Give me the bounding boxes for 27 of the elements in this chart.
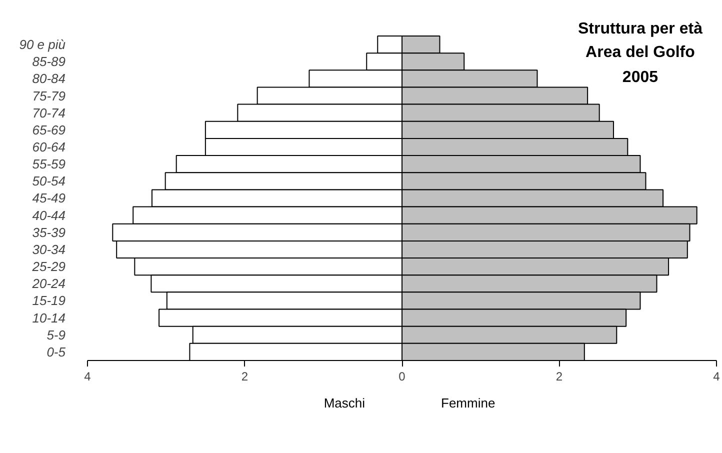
x-tick-label: 4: [84, 370, 92, 384]
y-tick-label: 90 e più: [19, 37, 66, 52]
x-tick-label: 2: [556, 370, 563, 384]
y-tick-label: 80-84: [32, 71, 66, 86]
text: Femmine: [441, 396, 496, 410]
y-tick-label: 70-74: [32, 105, 66, 120]
y-tick-label: 15-19: [32, 293, 66, 308]
text: Struttura per età Area del Golfo 2005: [578, 20, 703, 86]
y-tick-label: 75-79: [32, 88, 66, 104]
y-tick-label: 55-59: [32, 156, 66, 172]
y-tick-label: 40-44: [32, 208, 66, 223]
y-tick-label: 65-69: [32, 122, 66, 138]
y-tick-label: 10-14: [32, 310, 66, 326]
x-tick-label: 0: [398, 370, 406, 384]
y-tick-label: 50-54: [32, 174, 66, 189]
y-tick-label: 60-64: [32, 140, 66, 155]
x-tick-label: 2: [241, 370, 248, 384]
y-tick-label: 20-24: [31, 276, 66, 292]
text: Maschi: [324, 396, 365, 410]
y-tick-label: 35-39: [32, 224, 66, 240]
y-tick-label: 25-29: [31, 259, 66, 274]
y-tick-label: 5-9: [46, 327, 66, 342]
x-tick-label: 4: [713, 370, 720, 384]
y-tick-label: 45-49: [32, 190, 66, 206]
y-tick-label: 85-89: [32, 54, 66, 70]
y-tick-label: 30-34: [32, 242, 66, 257]
y-tick-label: 0-5: [46, 344, 66, 360]
